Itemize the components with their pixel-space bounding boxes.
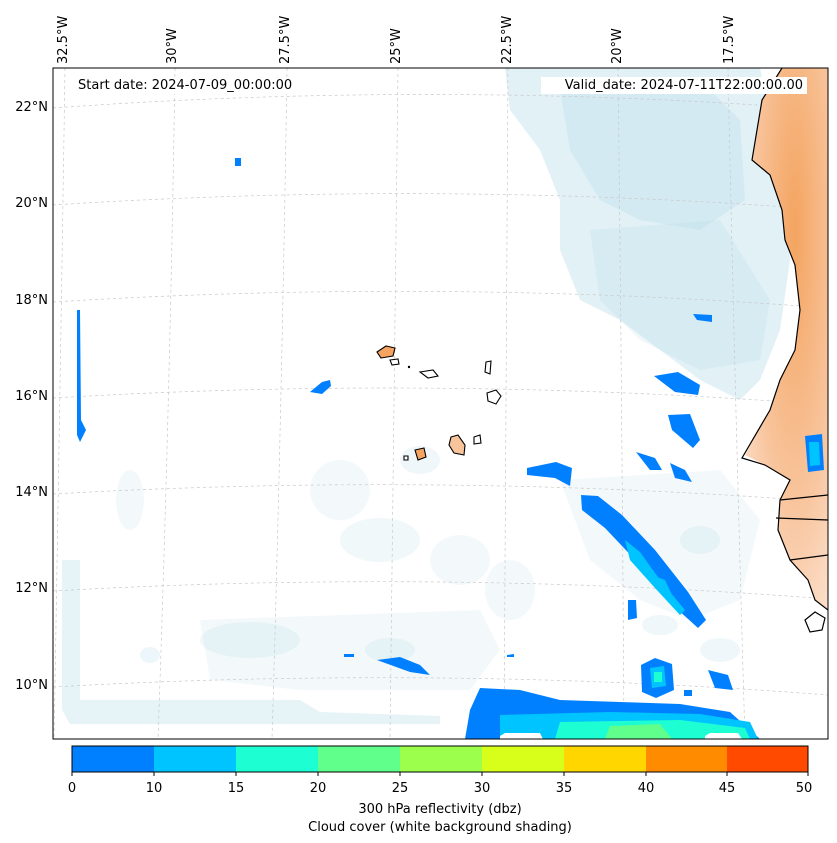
colorbar-tick-label: 20 [310,781,327,796]
colorbar-segment [646,746,727,772]
colorbar: 0 10 15 20 25 30 35 40 45 50 300 hPa ref… [68,745,813,835]
colorbar-segment [154,746,236,772]
colorbar-tick-label: 25 [392,781,409,796]
colorbar-segment [318,746,400,772]
africa-land [745,68,828,610]
colorbar-label: 300 hPa reflectivity (dbz) [358,802,521,817]
lon-label: 20°W [610,28,625,64]
lat-label: 18°N [15,293,48,308]
lat-label: 20°N [15,196,48,211]
cabo-verde-islands [376,345,502,461]
reflectivity-cells [77,158,824,739]
colorbar-tick-label: 50 [796,781,813,796]
colorbar-tick-label: 0 [68,781,76,796]
lat-label: 10°N [15,678,48,693]
valid-date-label: Valid_date: 2024-07-11T22:00:00.00 [541,77,807,94]
lat-label: 22°N [15,100,48,115]
colorbar-segments [72,746,808,772]
lat-label: 12°N [15,581,48,596]
lat-label: 16°N [15,389,48,404]
map-content [53,68,828,739]
colorbar-tick-label: 30 [474,781,491,796]
lon-label: 17.5°W [722,16,737,64]
colorbar-tick-label: 10 [146,781,163,796]
longitude-labels: 32.5°W 30°W 27.5°W 25°W 22.5°W 20°W 17.5… [56,16,737,64]
lon-label: 25°W [389,28,404,64]
lat-label: 14°N [15,485,48,500]
lon-label: 30°W [165,28,180,64]
colorbar-tick-label: 35 [556,781,573,796]
colorbar-tick-label: 15 [228,781,245,796]
latitude-labels: 22°N 20°N 18°N 16°N 14°N 12°N 10°N [15,100,48,693]
colorbar-segment [72,746,154,772]
colorbar-segment [727,746,808,772]
lon-label: 27.5°W [278,16,293,64]
colorbar-segment [400,746,482,772]
colorbar-tick-label: 45 [719,781,736,796]
colorbar-ticks [71,772,809,776]
colorbar-frame [71,745,809,773]
colorbar-segment [236,746,318,772]
lon-label: 22.5°W [500,16,515,64]
africa-coastline [741,68,828,611]
gridlines [53,68,828,739]
colorbar-sublabel: Cloud cover (white background shading) [308,820,572,835]
colorbar-tick-label: 40 [638,781,655,796]
lon-label: 32.5°W [56,16,71,64]
colorbar-segment [482,746,564,772]
map-frame [52,67,829,740]
start-date-label: Start date: 2024-07-09_00:00:00 [74,77,297,94]
colorbar-segment [564,746,646,772]
